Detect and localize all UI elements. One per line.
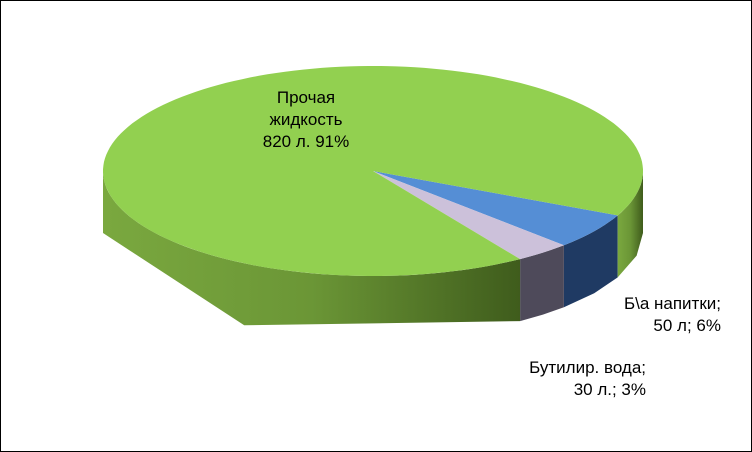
value-label: 50 л; 6% xyxy=(653,316,721,335)
slice-side xyxy=(520,245,564,322)
slice xyxy=(373,171,564,260)
value-label: 820 л. 91% xyxy=(262,132,350,151)
label-group: Прочая жидкость 820 л. 91% xyxy=(246,87,366,153)
label-group: Бутилир. вода; 30 л.; 3% xyxy=(521,357,646,401)
label-group: Б\а напитки; 50 л; 6% xyxy=(601,293,721,337)
category-label: Прочая жидкость xyxy=(269,88,343,129)
value-label: 30 л.; 3% xyxy=(573,380,646,399)
slice-side xyxy=(617,171,643,278)
slice xyxy=(373,171,618,246)
slice xyxy=(103,66,643,276)
slice-side xyxy=(103,171,521,326)
category-label: Б\а напитки; xyxy=(623,294,721,313)
category-label: Бутилир. вода; xyxy=(529,358,646,377)
slice-side xyxy=(563,215,618,308)
